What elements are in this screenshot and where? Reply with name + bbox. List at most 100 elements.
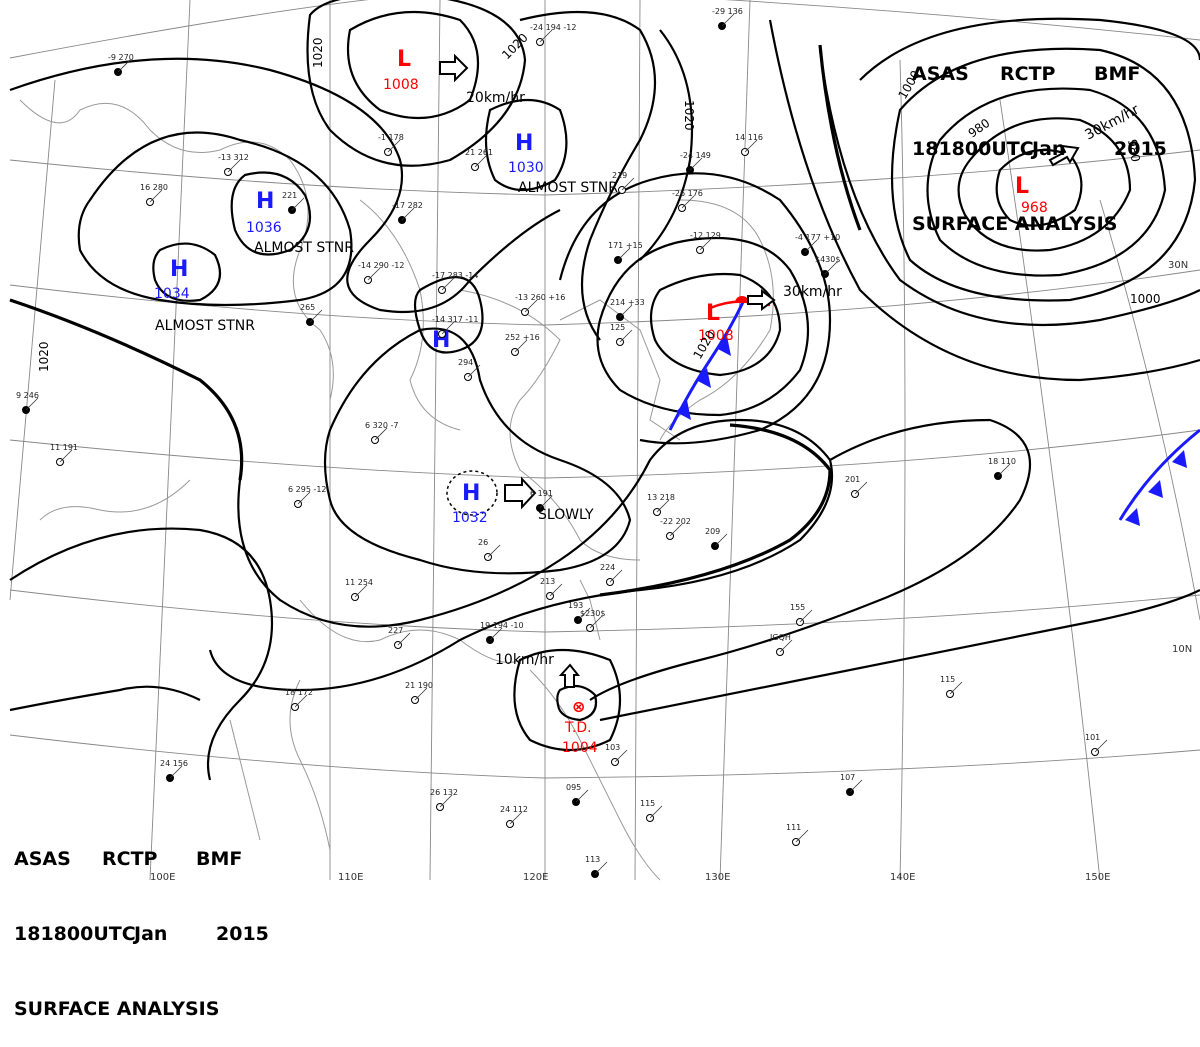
isobar-label: 980 xyxy=(1125,138,1143,163)
low-symbol: L xyxy=(706,301,720,326)
station-label: 19 194 -10 xyxy=(480,621,524,630)
station-label: 107 xyxy=(840,773,855,782)
station-label: 115 xyxy=(640,799,655,808)
wind-barb xyxy=(949,681,963,695)
station-label: -13 312 xyxy=(218,153,249,162)
high-symbol: H xyxy=(515,131,533,156)
low-value: 1008 xyxy=(383,77,419,93)
wind-barb xyxy=(575,789,589,803)
wind-barb xyxy=(169,765,183,779)
high-symbol: H xyxy=(170,257,188,282)
station-plots: -9 270 -13 312 16 280 221 -1 178 21 261 -17 28… xyxy=(16,7,1108,878)
motion-speed-label: 20km/hr xyxy=(466,90,525,106)
station-label: 18 110 xyxy=(988,457,1016,466)
wind-barb xyxy=(397,632,411,646)
station-label: 14 116 xyxy=(735,133,763,142)
wind-barb xyxy=(524,299,538,313)
wind-barb xyxy=(1094,739,1108,753)
longitude-label: 100E xyxy=(150,872,175,883)
station-label: 265 xyxy=(300,303,315,312)
station-label: 115 xyxy=(940,675,955,684)
wind-barb xyxy=(799,609,813,623)
wind-barb xyxy=(149,189,163,203)
station-label: -17 283 -14 xyxy=(432,271,479,280)
station-label: 111 xyxy=(786,823,801,832)
wind-barb xyxy=(227,159,241,173)
wind-barb xyxy=(609,569,623,583)
wind-barb xyxy=(539,495,553,509)
wind-barb xyxy=(25,397,39,411)
td-label: T.D. xyxy=(564,720,592,736)
station-label: $430$ xyxy=(815,255,840,264)
station-label: 193 xyxy=(568,601,583,610)
map-header-bottom: ASAS RCTP BMF 181800UTC Jan 2015 SURFACE ANA… xyxy=(14,848,269,1020)
wind-barb xyxy=(795,829,809,843)
station-label: 294 xyxy=(458,358,473,367)
station-label: 6 191 xyxy=(530,489,553,498)
wind-barb xyxy=(699,237,713,251)
td-center-symbol: ⊗ xyxy=(572,697,585,716)
wind-barb xyxy=(849,779,863,793)
wind-barb xyxy=(439,794,453,808)
wind-barb xyxy=(614,749,628,763)
wind-barb xyxy=(539,29,553,43)
station-label: -22 202 xyxy=(660,517,691,526)
station-label: -17 282 xyxy=(392,201,423,210)
wind-barb xyxy=(489,627,503,641)
station-label: 219 xyxy=(612,171,627,180)
high-motion-note: ALMOST STNR xyxy=(518,180,618,196)
longitude-label: 130E xyxy=(705,872,730,883)
station-label: -29 136 xyxy=(712,7,743,16)
wind-barb xyxy=(681,195,695,209)
wind-barb xyxy=(594,861,608,875)
wind-barb xyxy=(617,247,631,261)
graticule xyxy=(9,0,1200,881)
wind-barb xyxy=(401,207,415,221)
station-label: -12 129 xyxy=(690,231,721,240)
wind-barb xyxy=(441,321,455,335)
station-label: -14 317 -11 xyxy=(432,315,479,324)
high-value: 1030 xyxy=(508,160,544,176)
wind-barb xyxy=(294,694,308,708)
high-value: 1034 xyxy=(154,286,190,302)
high-value: 1032 xyxy=(452,510,488,526)
station-label: -4 177 +10 xyxy=(795,233,840,242)
station-label: JGQH xyxy=(769,633,791,642)
station-label: 21 261 xyxy=(465,148,493,157)
station-label: 113 xyxy=(585,855,600,864)
isobars xyxy=(9,0,1200,781)
station-label: -26 176 xyxy=(672,189,703,198)
station-label: 18 172 xyxy=(285,688,313,697)
wind-barb xyxy=(374,427,388,441)
station-label: -1 178 xyxy=(378,133,404,142)
station-label: -9 270 xyxy=(108,53,134,62)
wind-barb xyxy=(487,544,501,558)
station-label: 224 xyxy=(600,563,615,572)
cold-front xyxy=(668,297,1200,526)
wind-barb xyxy=(59,449,73,463)
wind-barb xyxy=(514,339,528,353)
isobar-label: 1020 xyxy=(37,341,51,372)
wind-barb xyxy=(297,491,311,505)
wind-barb xyxy=(621,177,635,191)
wind-barb xyxy=(309,309,323,323)
motion-speed-label: 10km/hr xyxy=(495,652,554,668)
wind-barb xyxy=(619,304,633,318)
wind-barb xyxy=(649,805,663,819)
wind-barb xyxy=(997,463,1011,477)
station-label: $230$ xyxy=(580,609,605,618)
high-motion-note: ALMOST STNR xyxy=(254,240,354,256)
isobar-label: 1000 xyxy=(1130,292,1161,306)
low-symbol: L xyxy=(397,47,411,72)
thick-isobars xyxy=(9,44,862,597)
station-label: 26 132 xyxy=(430,788,458,797)
station-label: 101 xyxy=(1085,733,1100,742)
wind-barb xyxy=(467,364,481,378)
latitude-label: 10N xyxy=(1172,644,1192,655)
graticule-labels: 100E 110E 120E 130E 140E 150E 30N 10N xyxy=(150,260,1192,883)
isobar-label: 1020 xyxy=(311,37,325,68)
station-label: 227 xyxy=(388,626,403,635)
station-label: 26 xyxy=(478,538,488,547)
wind-barb xyxy=(744,139,758,153)
station-label: 125 xyxy=(610,323,625,332)
